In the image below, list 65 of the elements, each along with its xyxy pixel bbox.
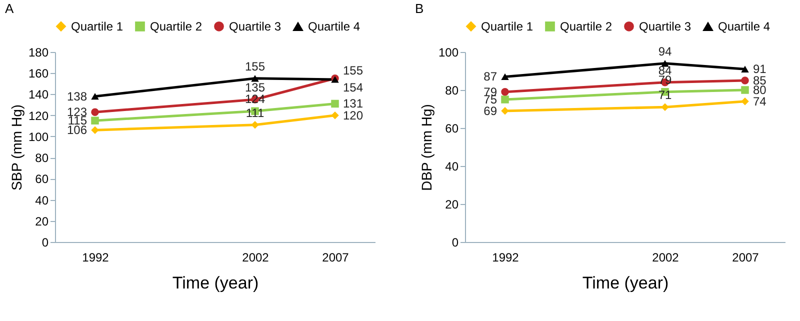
- x-axis-title: Time (year): [582, 274, 669, 292]
- point: [501, 88, 509, 96]
- legend-label: Quartile 3: [639, 19, 692, 34]
- x-axis-title: Time (year): [172, 274, 259, 292]
- point: [741, 76, 749, 84]
- chart-title: B: [415, 1, 424, 16]
- y-tick-label: 160: [28, 66, 49, 81]
- y-tick-label: 100: [438, 46, 459, 60]
- y-tick-label: 40: [445, 160, 459, 174]
- data-label: 87: [484, 70, 498, 84]
- point: [661, 103, 669, 111]
- point: [741, 86, 749, 94]
- data-label: 131: [343, 96, 364, 111]
- data-label: 91: [753, 62, 767, 76]
- chart-title: A: [5, 1, 14, 16]
- point: [501, 96, 509, 104]
- data-label: 155: [244, 59, 266, 74]
- point: [91, 108, 99, 116]
- y-tick-label: 0: [452, 236, 459, 250]
- legend-label: Quartile 4: [308, 20, 360, 34]
- point: [501, 107, 509, 115]
- point: [91, 116, 99, 124]
- point: [331, 111, 339, 120]
- y-tick-label: 80: [445, 84, 459, 98]
- data-label: 69: [484, 104, 498, 118]
- y-tick-label: 20: [35, 214, 49, 228]
- x-tick-label: 2007: [322, 250, 350, 264]
- point: [91, 92, 99, 100]
- y-tick-label: 40: [35, 193, 49, 208]
- y-tick-label: 120: [28, 108, 49, 123]
- point: [741, 66, 749, 72]
- data-label: 120: [343, 108, 364, 122]
- y-axis-title: SBP (mm Hg): [8, 104, 24, 191]
- data-label: 74: [753, 94, 767, 108]
- point: [501, 73, 509, 80]
- data-label: 94: [658, 44, 672, 58]
- point: [331, 100, 339, 108]
- data-label: 135: [244, 80, 266, 94]
- y-tick-label: 0: [42, 236, 49, 250]
- legend-label: Quartile 1: [481, 19, 534, 34]
- y-axis-title: DBP (mm Hg): [418, 104, 434, 191]
- x-tick-label: 2002: [242, 250, 270, 264]
- point: [251, 120, 259, 129]
- y-tick-label: 80: [35, 151, 49, 166]
- legend-label: Quartile 2: [560, 19, 612, 34]
- data-label: 138: [66, 89, 88, 104]
- y-tick-label: 140: [28, 88, 49, 102]
- legend-label: Quartile 3: [229, 19, 282, 34]
- y-tick-label: 20: [445, 198, 459, 212]
- data-label: 154: [343, 80, 364, 94]
- y-tick-label: 60: [35, 172, 49, 186]
- data-label: 155: [343, 63, 364, 78]
- y-tick-label: 100: [28, 130, 49, 144]
- x-tick-label: 2007: [732, 250, 760, 264]
- x-tick-label: 1992: [492, 250, 520, 264]
- x-tick-label: 2002: [652, 250, 680, 264]
- point: [741, 98, 749, 106]
- y-tick-label: 60: [445, 122, 459, 136]
- x-tick-label: 1992: [82, 250, 110, 264]
- point: [251, 75, 259, 82]
- legend-label: Quartile 4: [718, 20, 770, 34]
- y-tick-label: 180: [28, 46, 49, 60]
- legend-label: Quartile 2: [150, 19, 202, 34]
- point: [91, 126, 99, 134]
- legend-label: Quartile 1: [71, 19, 124, 34]
